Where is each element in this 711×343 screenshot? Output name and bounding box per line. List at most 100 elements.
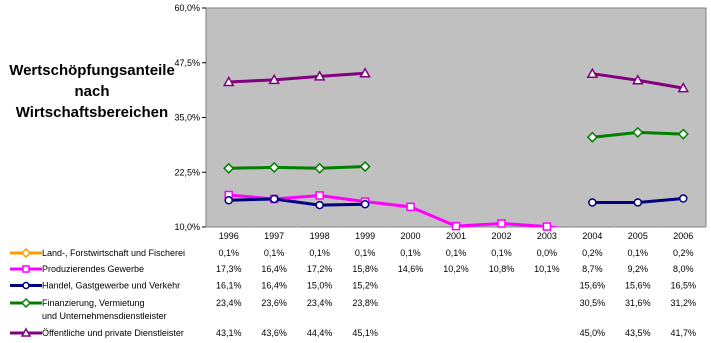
data-label: 0,0% xyxy=(537,248,558,258)
legend-label: und Unternehmensdienstleister xyxy=(42,311,167,321)
data-label: 43,1% xyxy=(216,328,242,338)
data-label: 41,7% xyxy=(671,328,697,338)
data-point xyxy=(268,161,280,173)
legend-key-marker xyxy=(22,265,30,273)
data-point xyxy=(406,202,415,212)
data-point xyxy=(586,131,598,143)
data-point xyxy=(586,67,599,78)
data-label: 23,8% xyxy=(352,298,378,308)
y-tick-label: 22,5% xyxy=(174,167,200,177)
chart-title-line-2: nach xyxy=(74,83,110,100)
data-label: 0,1% xyxy=(446,248,467,258)
data-point xyxy=(313,70,326,81)
x-tick-label: 1997 xyxy=(264,231,284,241)
data-label: 15,6% xyxy=(625,281,651,291)
data-label: 0,2% xyxy=(673,248,694,258)
data-label: 43,6% xyxy=(261,328,287,338)
data-label: 31,2% xyxy=(671,298,697,308)
data-point xyxy=(542,222,552,231)
data-label: 16,4% xyxy=(261,264,287,274)
data-point xyxy=(359,67,371,78)
data-label: 0,1% xyxy=(491,248,512,258)
data-point xyxy=(632,126,644,138)
data-label: 0,1% xyxy=(628,248,649,258)
data-label: 0,1% xyxy=(355,248,376,258)
data-label: 15,6% xyxy=(580,281,606,291)
data-label: 45,0% xyxy=(580,328,606,338)
y-tick-label: 35,0% xyxy=(174,113,200,123)
data-label: 45,1% xyxy=(352,328,378,338)
legend-key-marker xyxy=(20,297,32,309)
data-label: 30,5% xyxy=(580,298,606,308)
data-label: 43,5% xyxy=(625,328,651,338)
legend-label: Produzierendes Gewerbe xyxy=(42,264,144,274)
legend-key-marker xyxy=(20,247,32,259)
x-tick-label: 1999 xyxy=(355,231,375,241)
data-point xyxy=(588,198,597,207)
data-label: 0,1% xyxy=(400,248,421,258)
data-point xyxy=(315,191,324,200)
data-label: 15,2% xyxy=(352,281,378,291)
x-tick-label: 2002 xyxy=(491,231,511,241)
series-line xyxy=(228,71,366,84)
x-tick-label: 2001 xyxy=(446,231,466,241)
data-label: 14,6% xyxy=(398,264,424,274)
data-point xyxy=(223,162,235,174)
data-point xyxy=(224,196,233,205)
data-point xyxy=(632,74,644,85)
data-point xyxy=(359,160,371,173)
data-label: 10,2% xyxy=(443,264,469,274)
x-tick-label: 2003 xyxy=(537,231,557,241)
series-line xyxy=(228,197,366,207)
data-label: 16,1% xyxy=(216,281,242,291)
x-tick-label: 1996 xyxy=(219,231,239,241)
data-label: 17,2% xyxy=(307,264,333,274)
data-label: 23,4% xyxy=(307,298,333,308)
legend-label: Land-, Forstwirtschaft und Fischerei xyxy=(42,248,185,258)
data-label: 23,4% xyxy=(216,298,242,308)
data-point xyxy=(633,198,643,207)
data-label: 0,1% xyxy=(218,248,239,258)
x-tick-label: 2006 xyxy=(673,231,693,241)
y-tick-label: 10,0% xyxy=(174,222,200,232)
series-line xyxy=(228,165,366,170)
legend-label: Handel, Gastgewerbe und Verkehr xyxy=(42,281,180,291)
data-label: 23,6% xyxy=(261,298,287,308)
data-label: 8,0% xyxy=(673,264,694,274)
chart-title: Wertschöpfungsanteile nach Wirtschaftsbe… xyxy=(0,60,184,123)
data-label: 0,2% xyxy=(582,248,603,258)
data-label: 0,1% xyxy=(309,248,330,258)
data-label: 16,5% xyxy=(671,281,697,291)
legend-label: Finanzierung, Vermietung xyxy=(42,298,145,308)
data-label: 8,7% xyxy=(582,264,603,274)
data-point xyxy=(360,199,370,209)
data-label: 10,1% xyxy=(534,264,560,274)
legend-label: Öffentliche und private Dienstleister xyxy=(42,328,184,338)
data-point xyxy=(497,219,506,228)
y-tick-label: 47,5% xyxy=(174,58,200,68)
chart-title-line-3: Wirtschaftsbereichen xyxy=(15,104,169,121)
y-tick-label: 60,0% xyxy=(174,3,200,13)
data-point xyxy=(679,194,688,203)
data-label: 16,4% xyxy=(261,281,287,291)
data-label: 0,1% xyxy=(264,248,285,258)
data-label: 10,8% xyxy=(489,264,515,274)
x-tick-label: 1998 xyxy=(310,231,330,241)
data-label: 15,8% xyxy=(352,264,378,274)
x-tick-label: 2005 xyxy=(628,231,648,241)
data-point xyxy=(222,75,235,87)
data-point xyxy=(451,221,461,231)
plot-area xyxy=(205,7,707,228)
legend-key-marker xyxy=(20,327,32,337)
legend-key-marker xyxy=(22,281,30,290)
x-tick-label: 2004 xyxy=(582,231,602,241)
x-tick-label: 2000 xyxy=(401,231,421,241)
data-point xyxy=(314,162,326,174)
data-point xyxy=(315,200,324,210)
data-label: 31,6% xyxy=(625,298,651,308)
data-point xyxy=(268,73,280,85)
chart-title-line-1: Wertschöpfungsanteile xyxy=(9,62,175,79)
data-label: 15,0% xyxy=(307,281,333,291)
data-point xyxy=(269,194,279,204)
